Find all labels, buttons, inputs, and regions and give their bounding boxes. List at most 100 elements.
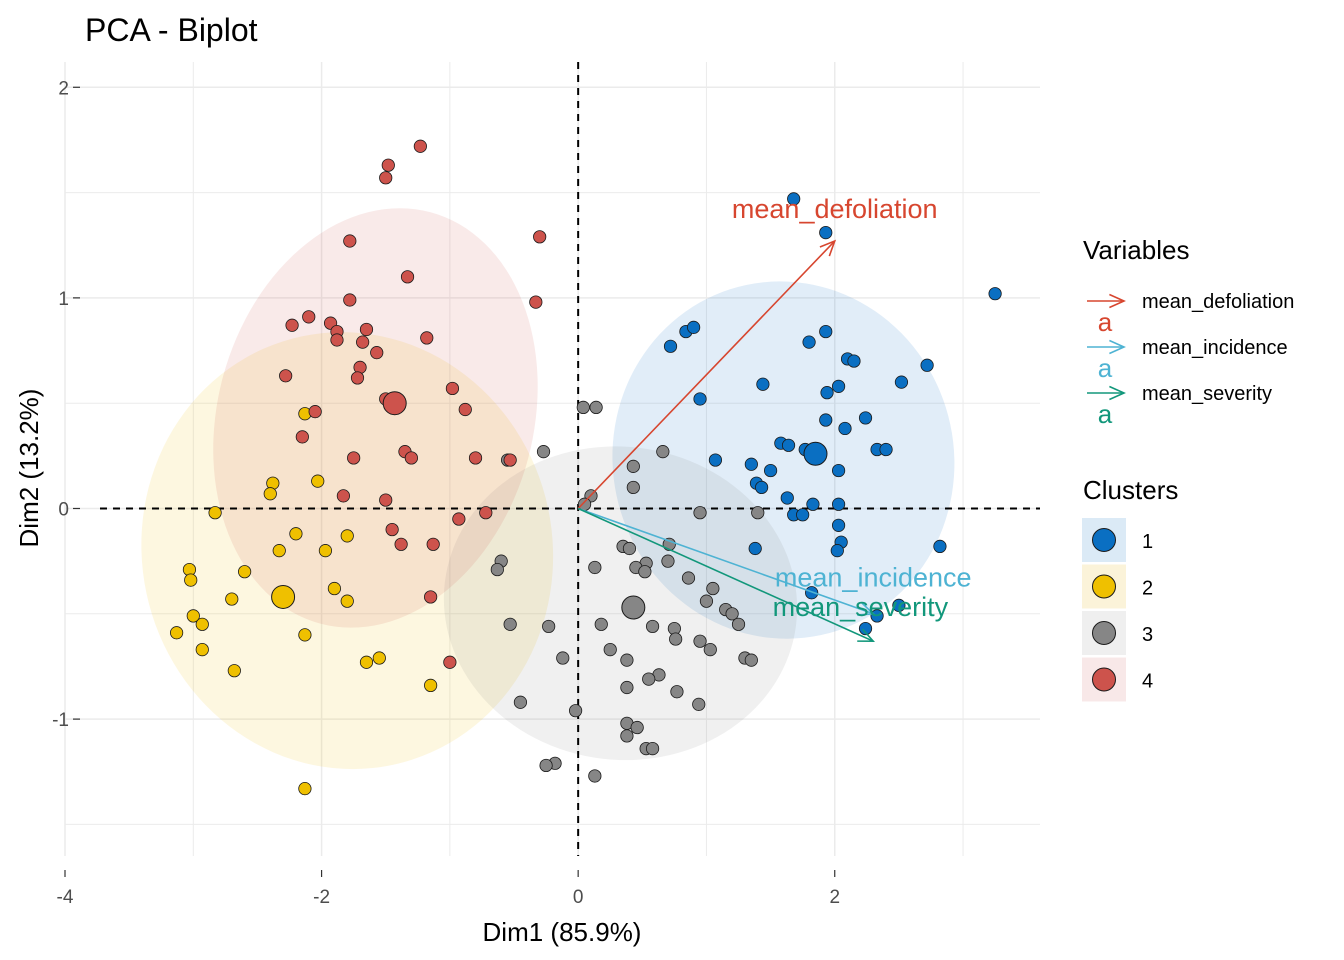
- cluster-3-point: [626, 459, 640, 473]
- cluster-4-point: [443, 655, 457, 669]
- y-tick-label: 2: [58, 78, 69, 99]
- cluster-3-point: [630, 720, 644, 735]
- cluster-4-point: [370, 346, 384, 360]
- cluster-4-point: [302, 310, 316, 324]
- cluster-4-point: [379, 171, 393, 185]
- cluster-3-point: [588, 769, 602, 783]
- cluster-1-point: [819, 324, 833, 339]
- cluster-4-point: [445, 381, 460, 396]
- cluster-1-point: [781, 438, 796, 452]
- cluster-3-point: [490, 562, 504, 577]
- cluster-1-point: [894, 375, 909, 389]
- cluster-3-point: [503, 617, 517, 631]
- cluster-2-point: [195, 643, 209, 657]
- cluster-4-point: [343, 234, 357, 248]
- cluster-4-point: [452, 512, 466, 526]
- cluster-4-point: [503, 453, 517, 467]
- mean_incidence-arrow: [577, 507, 874, 615]
- cluster-3-point: [568, 704, 583, 718]
- cluster-1-point: [787, 192, 801, 206]
- cluster-2-point: [170, 626, 184, 640]
- cluster-3-point: [642, 672, 656, 686]
- legend-cluster-1-marker: [1092, 528, 1116, 552]
- y-tick-label: 1: [58, 289, 69, 310]
- mean_severity-arrowhead: [857, 628, 876, 642]
- cluster-3-ellipse: [443, 446, 798, 761]
- cluster-2-point: [184, 573, 198, 587]
- cluster-2-point: [340, 594, 354, 608]
- legend-mean_defoliation-label: mean_defoliation: [1142, 291, 1294, 313]
- cluster-3-point: [706, 581, 720, 596]
- cluster-2-point: [359, 655, 374, 669]
- cluster-2-point: [225, 592, 239, 606]
- cluster-1-point: [933, 539, 947, 554]
- legend-cluster-2-marker: [1092, 574, 1116, 599]
- x-tick-label: 0: [573, 887, 584, 908]
- cluster-1-point: [805, 586, 819, 600]
- cluster-3-point: [594, 617, 608, 631]
- cluster-2-point: [327, 581, 342, 596]
- cluster-1-point: [687, 320, 701, 334]
- cluster-3-point: [670, 685, 684, 699]
- cluster-3-point: [536, 445, 551, 459]
- x-tick-label: -4: [57, 887, 74, 908]
- reference-lines: [100, 62, 1040, 856]
- cluster-1-point: [755, 480, 769, 495]
- cluster-4-point: [285, 318, 299, 332]
- mean_defoliation-arrowhead: [819, 239, 837, 257]
- cluster-3-point: [620, 680, 634, 695]
- cluster-2-point: [195, 617, 209, 631]
- cluster-3-point: [638, 565, 652, 579]
- cluster-3-point: [645, 619, 660, 634]
- cluster-3-point: [751, 506, 765, 520]
- variables-legend-title: Variables: [1083, 235, 1189, 265]
- x-tick-label: 2: [829, 887, 840, 908]
- legend-mean_defoliation-glyph: a: [1098, 307, 1113, 337]
- clusters-legend: 1 2 3 4: [1082, 518, 1153, 702]
- cluster-3-point: [513, 695, 528, 709]
- cluster-4-point: [413, 139, 427, 153]
- cluster-3-point: [589, 400, 603, 415]
- cluster-4-point: [420, 331, 434, 345]
- x-tick-label: -2: [313, 887, 330, 908]
- legend-mean_incidence-glyph: a: [1098, 353, 1113, 383]
- cluster-1-point: [756, 377, 770, 391]
- y-axis-title: Dim2 (13.2%): [14, 389, 44, 548]
- cluster-3-point: [725, 607, 739, 621]
- cluster-1-point: [708, 453, 723, 467]
- cluster-4-center: [382, 391, 407, 416]
- cluster-2-point: [424, 678, 438, 693]
- cluster-4-point: [359, 322, 374, 337]
- cluster-4-point: [336, 489, 350, 503]
- cluster-4-point: [533, 230, 547, 244]
- cluster-1-point: [819, 225, 833, 240]
- cluster-3-point: [542, 619, 556, 634]
- mean_severity-label: mean_severity: [773, 592, 949, 622]
- cluster-4-point: [308, 405, 322, 419]
- cluster-1-point: [819, 413, 833, 427]
- cluster-4-point: [343, 293, 357, 307]
- legend-cluster-3-marker: [1092, 621, 1116, 645]
- cluster-1-point: [663, 339, 678, 353]
- cluster-3-point: [661, 554, 675, 568]
- cluster-4-point: [479, 506, 493, 520]
- cluster-3-point: [645, 741, 660, 756]
- cluster-2-point: [289, 527, 303, 541]
- cluster-2-point: [186, 609, 200, 623]
- cluster-1-point: [831, 379, 846, 393]
- clusters-legend-title: Clusters: [1083, 475, 1178, 505]
- legend-mean_incidence-arrowhead: [1109, 339, 1126, 355]
- cluster-4-point: [424, 590, 438, 604]
- cluster-2-point: [298, 628, 312, 642]
- cluster-4-point: [356, 335, 370, 349]
- cluster-3-point: [539, 758, 553, 773]
- cluster-3-point: [731, 617, 746, 631]
- cluster-4-point: [330, 333, 344, 347]
- variable-arrows: mean_defoliation mean_incidencemean_sever…: [577, 194, 972, 642]
- cluster-2-point: [272, 544, 286, 558]
- legend-mean_severity-glyph: a: [1098, 399, 1113, 429]
- cluster-1-point: [780, 491, 794, 505]
- mean_incidence-arrowhead: [857, 602, 876, 616]
- cluster-3-point: [703, 643, 717, 657]
